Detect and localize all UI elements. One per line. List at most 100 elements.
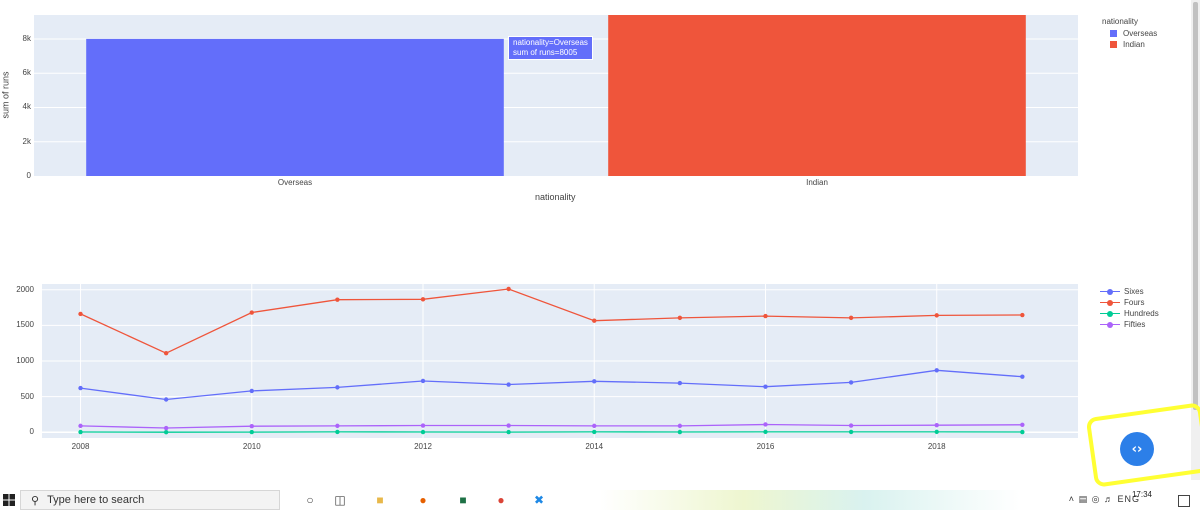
taskbar-clock[interactable]: 17:34	[1131, 490, 1152, 499]
point-fifties[interactable]	[763, 422, 768, 427]
bar-overseas[interactable]	[86, 38, 504, 177]
legend-item-sixes[interactable]: Sixes	[1100, 286, 1159, 297]
series-line-fours[interactable]	[80, 288, 1023, 354]
task-view-icon[interactable]: ◫	[334, 493, 346, 507]
point-fours[interactable]	[335, 297, 340, 302]
point-fifties[interactable]	[592, 423, 597, 429]
point-sixes[interactable]	[249, 388, 254, 394]
bar-ytick-label: 2k	[22, 136, 31, 146]
point-fours[interactable]	[592, 318, 597, 323]
point-fifties[interactable]	[506, 423, 511, 428]
legend-item-indian[interactable]: Indian	[1102, 39, 1157, 50]
volume-icon[interactable]: ♬	[1103, 494, 1114, 504]
line-xtick-label: 2012	[414, 442, 432, 451]
point-fours[interactable]	[677, 315, 683, 321]
point-fifties[interactable]	[677, 423, 683, 429]
point-hundreds[interactable]	[848, 429, 854, 435]
point-fifties[interactable]	[420, 423, 426, 428]
point-hundreds[interactable]	[420, 429, 426, 435]
point-sixes[interactable]	[592, 379, 597, 384]
chrome-icon[interactable]: ●	[497, 493, 505, 507]
line-xtick-label: 2008	[71, 442, 90, 451]
point-fours[interactable]	[1020, 312, 1025, 318]
legend-label: Fours	[1124, 298, 1145, 307]
scrollbar-thumb[interactable]	[1193, 2, 1198, 410]
point-fifties[interactable]	[78, 423, 83, 429]
point-sixes[interactable]	[763, 384, 768, 389]
point-sixes[interactable]	[163, 397, 169, 402]
point-fifties[interactable]	[163, 425, 169, 431]
legend-label: Indian	[1123, 40, 1145, 49]
line-xtick-label: 2018	[927, 442, 946, 451]
point-fours[interactable]	[78, 311, 83, 317]
page-scrollbar[interactable]	[1191, 0, 1200, 480]
point-hundreds[interactable]	[249, 429, 254, 435]
point-hundreds[interactable]	[934, 429, 939, 435]
bar-legend: nationality Overseas Indian	[1102, 17, 1157, 50]
point-fours[interactable]	[420, 297, 426, 302]
bar-xtick-label: Overseas	[277, 178, 313, 187]
file-explorer-icon[interactable]: ■	[376, 493, 384, 507]
excel-icon[interactable]: ■	[459, 493, 467, 507]
legend-item-fifties[interactable]: Fifties	[1100, 319, 1159, 330]
series-line-fifties[interactable]	[80, 423, 1023, 429]
point-fifties[interactable]	[1020, 422, 1025, 428]
series-line-sixes[interactable]	[80, 369, 1023, 401]
point-fours[interactable]	[163, 350, 169, 356]
point-hundreds[interactable]	[163, 429, 169, 435]
point-fours[interactable]	[763, 313, 768, 319]
legend-item-overseas[interactable]: Overseas	[1102, 28, 1157, 39]
point-hundreds[interactable]	[335, 429, 340, 435]
point-hundreds[interactable]	[78, 429, 83, 435]
point-fours[interactable]	[848, 315, 854, 321]
point-sixes[interactable]	[934, 368, 939, 373]
language-indicator[interactable]: ENG	[1117, 494, 1140, 504]
legend-label: Fifties	[1124, 320, 1146, 329]
bar-xlabel: nationality	[535, 192, 576, 202]
code-toggle-button[interactable]: ‹›	[1120, 432, 1154, 466]
point-sixes[interactable]	[335, 385, 340, 390]
windows-taskbar: ⚲ Type here to search ○ ◫ ■ ● ■ ● ✖ ˄ ▤ …	[0, 490, 1200, 510]
point-hundreds[interactable]	[677, 429, 683, 435]
taskbar-search-input[interactable]: ⚲ Type here to search	[20, 490, 280, 510]
point-sixes[interactable]	[78, 385, 83, 391]
notification-icon[interactable]	[1178, 495, 1190, 507]
system-tray[interactable]: ˄ ▤ ◎ ♬ ENG	[1069, 494, 1140, 505]
point-hundreds[interactable]	[763, 429, 768, 435]
windows-logo-icon[interactable]	[3, 494, 15, 506]
point-hundreds[interactable]	[592, 429, 597, 435]
legend-item-fours[interactable]: Fours	[1100, 297, 1159, 308]
bar-ytick-label: 6k	[22, 68, 31, 78]
point-fifties[interactable]	[934, 422, 939, 428]
bar-ytick-label: 4k	[22, 102, 31, 112]
point-sixes[interactable]	[506, 382, 511, 387]
line-xtick-label: 2014	[585, 442, 604, 451]
cortana-icon[interactable]: ○	[306, 493, 314, 507]
point-sixes[interactable]	[677, 380, 683, 386]
network-icon[interactable]: ▤	[1078, 494, 1089, 504]
chevron-up-icon[interactable]: ˄	[1068, 494, 1076, 504]
legend-label: Overseas	[1123, 29, 1158, 38]
point-hundreds[interactable]	[1020, 429, 1025, 435]
vscode-icon[interactable]: ✖	[533, 493, 545, 507]
point-sixes[interactable]	[420, 378, 426, 384]
bar-hover-tooltip: nationality=Overseas sum of runs=8005	[508, 36, 593, 60]
legend-line-swatch	[1100, 309, 1120, 318]
point-fours[interactable]	[249, 310, 254, 315]
point-sixes[interactable]	[848, 380, 854, 385]
point-fours[interactable]	[506, 286, 511, 292]
point-sixes[interactable]	[1020, 374, 1025, 379]
firefox-icon[interactable]: ●	[419, 493, 427, 507]
point-fifties[interactable]	[848, 423, 854, 428]
bar-indian[interactable]	[608, 15, 1026, 176]
point-hundreds[interactable]	[506, 429, 511, 435]
point-fifties[interactable]	[249, 424, 254, 429]
code-brackets-icon: ‹›	[1131, 441, 1143, 457]
legend-swatch	[1110, 41, 1117, 48]
legend-swatch	[1110, 30, 1117, 37]
legend-item-hundreds[interactable]: Hundreds	[1100, 308, 1159, 319]
point-fours[interactable]	[934, 313, 939, 318]
wifi-icon[interactable]: ◎	[1091, 494, 1101, 504]
point-fifties[interactable]	[335, 423, 340, 429]
